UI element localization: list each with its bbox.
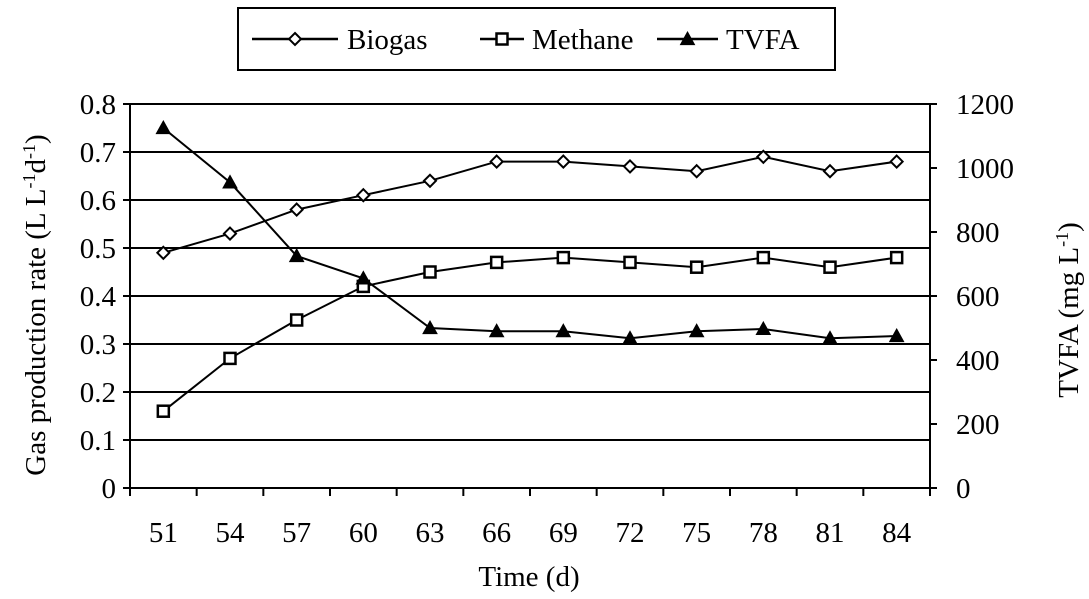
x-tick-label: 69: [549, 517, 578, 549]
biogas-point: [622, 158, 638, 174]
x-tick-label: 54: [216, 517, 246, 549]
biogas-point: [555, 154, 571, 170]
tvfa-point: [622, 330, 638, 345]
tvfa-line: [162, 127, 897, 340]
methane-point: [756, 250, 771, 265]
x-tick-label: 81: [816, 517, 845, 549]
methane-point: [289, 313, 304, 327]
left-y-tick-label: 0.2: [80, 377, 116, 409]
left-y-tick-label: 0.5: [80, 233, 116, 265]
methane-point: [556, 250, 571, 265]
left-y-tick-label: 0: [102, 473, 117, 505]
left-y-tick-label: 0.4: [80, 281, 117, 313]
right-y-axis-title: TVFA (mg L-1): [1052, 222, 1085, 398]
tvfa-point: [822, 330, 838, 345]
biogas-point: [489, 154, 505, 170]
left-y-axis-title-sup2: -1: [19, 144, 39, 159]
tvfa-point: [688, 323, 705, 338]
legend-biogas-label: Biogas: [347, 24, 428, 56]
right-y-tick-label: 600: [956, 281, 1000, 313]
biogas-point: [355, 187, 371, 203]
tvfa-point: [555, 323, 572, 338]
series-biogas: [155, 149, 905, 261]
x-axis-title: Time (d): [478, 561, 579, 593]
series-methane: [156, 250, 904, 418]
tvfa-point: [422, 319, 438, 335]
biogas-point: [822, 163, 838, 179]
left-y-tick-label: 0.8: [80, 89, 116, 121]
biogas-point: [422, 173, 438, 189]
right-y-tick-label: 200: [956, 409, 1000, 441]
tvfa-point: [355, 270, 372, 285]
biogas-point: [289, 202, 305, 218]
left-y-axis-title-mid: d: [20, 158, 52, 173]
biogas-point: [689, 163, 705, 179]
legend: Biogas Methane TVFA: [237, 7, 836, 71]
series-group: [155, 119, 905, 418]
methane-point: [823, 260, 837, 274]
tvfa-point: [488, 323, 505, 338]
x-tick-label: 60: [349, 517, 378, 549]
right-y-axis-title-sup: -1: [1052, 232, 1072, 247]
methane-line: [162, 256, 897, 412]
left-y-axis-title-end: ): [20, 134, 52, 144]
legend-item-methane: Methane: [480, 24, 633, 56]
gridlines: [130, 103, 930, 441]
x-tick-label: 51: [149, 517, 178, 549]
x-tick-label: 78: [749, 517, 778, 549]
series-tvfa: [155, 119, 905, 345]
biogas-line: [163, 155, 897, 254]
methane-point: [223, 351, 237, 366]
legend-item-biogas: Biogas: [252, 24, 428, 56]
legend-item-tvfa: TVFA: [657, 24, 800, 56]
right-y-tick-label: 800: [956, 217, 1000, 249]
right-y-axis-title-main: TVFA (mg L: [1053, 247, 1085, 398]
right-y-tick-label: 400: [956, 345, 1000, 377]
left-y-tick-label: 0.7: [80, 137, 116, 169]
methane-point: [156, 404, 171, 418]
biogas-point: [889, 154, 905, 170]
left-y-axis-title-main: Gas production rate (L L: [20, 188, 52, 475]
x-tick-label: 57: [282, 517, 311, 549]
methane-point: [423, 265, 437, 279]
x-tick-label: 84: [882, 517, 912, 549]
tvfa-point: [288, 247, 305, 263]
left-y-tick-label: 0.3: [80, 329, 116, 361]
axes: 0 0.1 0.2 0.3 0.4 0.5 0.6 0.7 0.8 0 200 400 600 800 10…: [80, 89, 1014, 549]
tvfa-point: [155, 119, 172, 135]
left-y-axis-title-sup1: -1: [19, 173, 39, 188]
methane-point: [489, 255, 504, 270]
legend-tvfa-marker: [679, 30, 696, 46]
methane-point: [889, 250, 904, 265]
right-y-tick-label: 0: [956, 473, 971, 505]
left-y-tick-label: 0.1: [80, 425, 116, 457]
axis-labels: Time (d) Gas production rate (L L-1d-1) …: [19, 134, 1085, 593]
x-tick-label: 75: [682, 517, 711, 549]
legend-methane-marker: [495, 32, 509, 46]
tvfa-point: [755, 320, 772, 336]
x-tick-label: 66: [482, 517, 511, 549]
legend-tvfa-label: TVFA: [726, 24, 800, 56]
biogas-point: [755, 149, 771, 165]
left-y-tick-label: 0.6: [80, 185, 116, 217]
biogas-point: [222, 226, 238, 242]
right-y-tick-label: 1000: [956, 153, 1014, 185]
left-y-axis-title: Gas production rate (L L-1d-1): [19, 134, 52, 475]
right-y-tick-label: 1200: [956, 89, 1014, 121]
tvfa-point: [888, 327, 905, 343]
tvfa-point: [222, 174, 238, 189]
biogas-point: [155, 245, 171, 261]
methane-point: [689, 260, 704, 274]
x-tick-label: 72: [616, 517, 645, 549]
methane-point: [623, 255, 637, 270]
legend-methane-label: Methane: [532, 24, 633, 56]
right-y-axis-title-end: ): [1053, 222, 1085, 232]
legend-biogas-marker: [287, 31, 303, 47]
x-tick-label: 63: [416, 517, 445, 549]
